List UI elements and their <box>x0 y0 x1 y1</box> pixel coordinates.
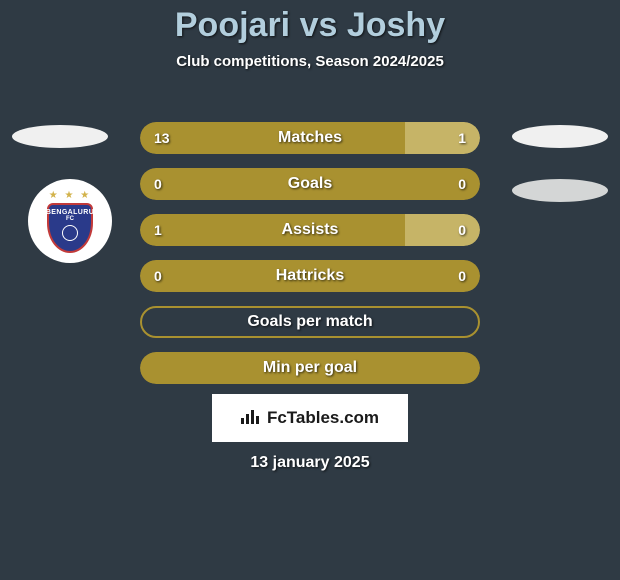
stat-bar-label: Goals per match <box>142 313 478 331</box>
player-right-disc <box>512 125 608 148</box>
badge-shield-icon: BENGALURU FC <box>47 203 93 253</box>
stat-bar: Assists1 0 <box>140 214 480 246</box>
club-badge: ★ ★ ★ BENGALURU FC <box>28 179 112 263</box>
stat-bar-label: Min per goal <box>140 359 480 377</box>
date-label: 13 january 2025 <box>0 454 620 472</box>
badge-stars-icon: ★ ★ ★ <box>49 190 91 201</box>
stat-bar-label: Matches <box>140 129 480 147</box>
badge-club-name: BENGALURU <box>46 209 94 216</box>
attribution-text: FcTables.com <box>267 408 379 428</box>
stat-bar: Goals0 0 <box>140 168 480 200</box>
stat-bar: Hattricks0 0 <box>140 260 480 292</box>
stat-bar-right-value: 0 <box>458 176 466 192</box>
stat-bar-right-value: 1 <box>458 130 466 146</box>
stat-bar: Min per goal <box>140 352 480 384</box>
stat-bar-label: Assists <box>140 221 480 239</box>
stat-bar-left-value: 13 <box>154 130 170 146</box>
stat-bar-left-value: 1 <box>154 222 162 238</box>
badge-ball-icon <box>62 225 78 241</box>
subtitle: Club competitions, Season 2024/2025 <box>0 53 620 70</box>
stat-bar-label: Goals <box>140 175 480 193</box>
stat-bar: Matches13 1 <box>140 122 480 154</box>
player-left-disc <box>12 125 108 148</box>
badge-club-sub: FC <box>66 216 74 222</box>
stat-bars: Matches131Goals00Assists10Hattricks00Goa… <box>140 122 480 398</box>
comparison-infographic: Poojari vs Joshy Club competitions, Seas… <box>0 0 620 580</box>
attribution-badge: FcTables.com <box>212 394 408 442</box>
stat-bar-right-value: 0 <box>458 222 466 238</box>
stat-bar-left-value: 0 <box>154 268 162 284</box>
stat-bar: Goals per match <box>140 306 480 338</box>
stat-bar-right-value: 0 <box>458 268 466 284</box>
stat-bar-left-value: 0 <box>154 176 162 192</box>
player-right-disc-2 <box>512 179 608 202</box>
stat-bar-label: Hattricks <box>140 267 480 285</box>
chart-icon <box>241 408 261 429</box>
page-title: Poojari vs Joshy <box>0 0 620 45</box>
